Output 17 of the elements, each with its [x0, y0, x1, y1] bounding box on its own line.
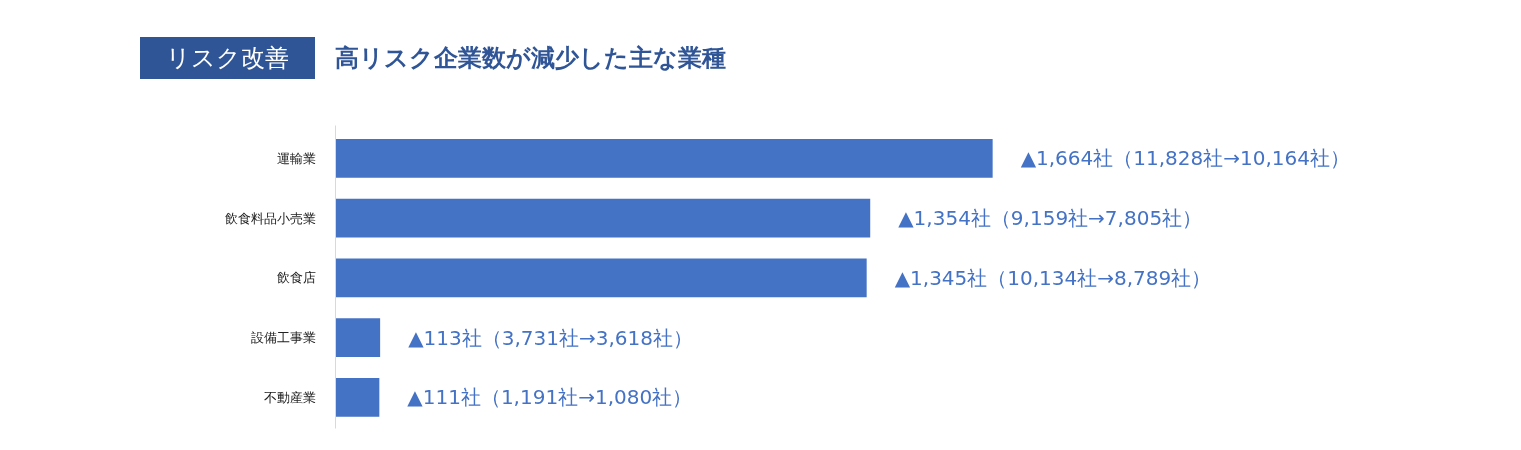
- chart-subtitle: リスク改善: [140, 37, 315, 80]
- y-tick-label: 飲食料品小売業: [224, 210, 316, 226]
- chart-title: 高リスク企業数が減少した主な業種: [335, 44, 726, 72]
- bar: [335, 138, 993, 178]
- y-tick-label: 飲食店: [276, 270, 316, 286]
- bar: [335, 198, 871, 238]
- data-label: ▲1,354社（9,159社→7,805社）: [898, 206, 1203, 231]
- y-tick-label: 運輸業: [276, 150, 316, 166]
- bar: [335, 378, 380, 417]
- data-label: ▲113社（3,731社→3,618社）: [408, 325, 693, 350]
- bar: [335, 318, 381, 358]
- data-label: ▲111社（1,191社→1,080社）: [407, 385, 693, 410]
- data-label: ▲1,345社（10,134社→8,789社）: [894, 265, 1212, 290]
- y-tick-label: 設備工事業: [250, 330, 316, 346]
- y-tick-label: 不動産業: [263, 389, 316, 405]
- bar: [335, 258, 867, 298]
- data-label: ▲1,664社（11,828社→10,164社）: [1020, 146, 1350, 171]
